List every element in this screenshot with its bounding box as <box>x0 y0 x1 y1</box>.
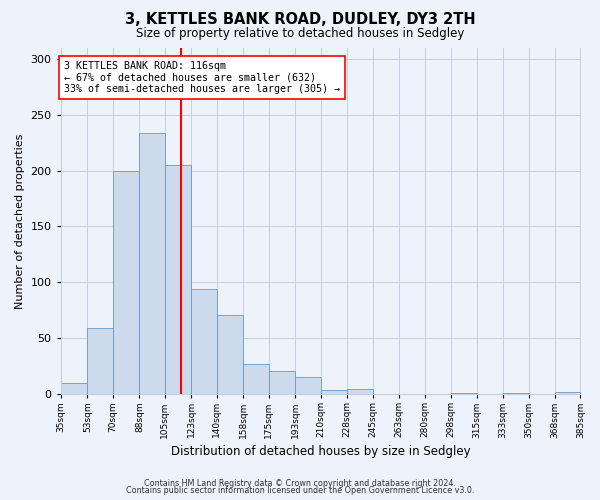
Bar <box>244 364 269 394</box>
Text: 3, KETTLES BANK ROAD, DUDLEY, DY3 2TH: 3, KETTLES BANK ROAD, DUDLEY, DY3 2TH <box>125 12 475 28</box>
Bar <box>61 383 88 394</box>
Bar <box>555 392 580 394</box>
Bar <box>295 378 320 394</box>
Bar <box>503 393 529 394</box>
Bar <box>217 315 244 394</box>
Text: Size of property relative to detached houses in Sedgley: Size of property relative to detached ho… <box>136 28 464 40</box>
Text: Contains public sector information licensed under the Open Government Licence v3: Contains public sector information licen… <box>126 486 474 495</box>
Bar <box>88 328 113 394</box>
Bar <box>164 165 191 394</box>
Bar <box>269 370 295 394</box>
Bar <box>347 388 373 394</box>
Bar <box>113 170 139 394</box>
Bar <box>451 393 476 394</box>
Y-axis label: Number of detached properties: Number of detached properties <box>15 133 25 308</box>
Bar <box>320 390 347 394</box>
Bar <box>139 132 164 394</box>
X-axis label: Distribution of detached houses by size in Sedgley: Distribution of detached houses by size … <box>171 444 470 458</box>
Bar <box>191 289 217 394</box>
Text: Contains HM Land Registry data © Crown copyright and database right 2024.: Contains HM Land Registry data © Crown c… <box>144 478 456 488</box>
Text: 3 KETTLES BANK ROAD: 116sqm
← 67% of detached houses are smaller (632)
33% of se: 3 KETTLES BANK ROAD: 116sqm ← 67% of det… <box>64 61 340 94</box>
